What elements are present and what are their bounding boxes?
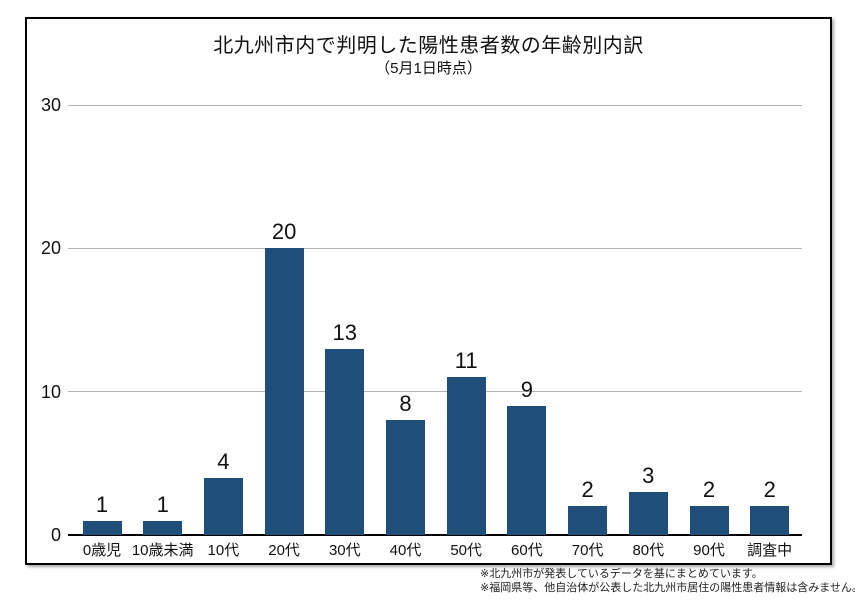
bar-10代 — [203, 478, 243, 535]
bar-0歳児 — [82, 521, 122, 535]
footnote-line-2: ※福岡県等、他自治体が公表した北九州市居住の陽性患者情報は含みません。 — [480, 581, 855, 594]
bar-90代 — [689, 506, 729, 535]
y-axis-tick-label: 30 — [40, 95, 61, 116]
x-axis-category-label: 30代 — [328, 542, 361, 559]
bar-value-label: 11 — [454, 348, 478, 373]
bar-80代 — [628, 492, 668, 535]
x-axis-category-label: 90代 — [693, 542, 725, 559]
bar-value-label: 2 — [581, 477, 594, 502]
bar-70代 — [568, 506, 608, 535]
x-axis-category-label: 70代 — [571, 542, 604, 559]
x-axis-category-label: 80代 — [632, 542, 665, 559]
chart-title: 北九州市内で判明した陽性患者数の年齢別内訳 — [213, 35, 644, 57]
bar-value-label: 3 — [642, 463, 655, 488]
y-axis-tick-label: 10 — [40, 381, 61, 402]
bar-value-label: 9 — [520, 377, 534, 402]
y-axis-tick-label: 20 — [40, 238, 61, 259]
x-axis-category-label: 60代 — [511, 542, 543, 559]
bar-30代 — [325, 349, 365, 535]
bar-40代 — [386, 420, 425, 535]
plot-area: 0 10 20 30 1 0歳児 1 10歳未満 4 10代 20 20代 13 30代 8 40代 11 50代… — [27, 19, 830, 563]
x-axis-category-label: 40代 — [389, 542, 422, 559]
x-axis-category-label: 50代 — [450, 542, 483, 559]
y-axis-tick-label: 0 — [50, 525, 61, 545]
footnote-line-1: ※北九州市が発表しているデータを基にまとめています。 — [480, 568, 763, 580]
bar-value-label: 2 — [763, 477, 776, 502]
bar-value-label: 20 — [271, 219, 297, 244]
bar-value-label: 8 — [399, 391, 412, 416]
bar-60代 — [507, 406, 547, 535]
bar-10歳未満 — [143, 521, 183, 535]
bar-value-label: 2 — [702, 477, 716, 502]
x-axis-category-label: 0歳児 — [82, 542, 122, 559]
chart-frame: 北九州市内で判明した陽性患者数の年齢別内訳 （5月1日時点） 0 10 20 30 1 0… — [25, 17, 832, 565]
x-axis-category-label: 10歳未満 — [131, 542, 194, 559]
chart-subtitle: （5月1日時点） — [375, 60, 482, 77]
bar-value-label: 13 — [332, 320, 358, 345]
bar-value-label: 1 — [156, 492, 169, 517]
x-axis-line — [68, 534, 802, 536]
footnotes: ※北九州市が発表しているデータを基にまとめています。 ※福岡県等、他自治体が公表… — [480, 568, 855, 595]
gridline-30 — [68, 104, 802, 106]
x-axis-category-label: 調査中 — [747, 542, 793, 559]
bar-value-label: 1 — [95, 492, 109, 517]
bar-調査中 — [750, 506, 790, 535]
bar-value-label: 4 — [217, 449, 230, 474]
bar-20代 — [264, 248, 304, 535]
x-axis-category-label: 20代 — [268, 542, 300, 559]
gridline-20 — [68, 247, 802, 249]
bar-50代 — [446, 377, 486, 535]
gridline-10 — [68, 391, 802, 393]
x-axis-category-label: 10代 — [207, 542, 240, 559]
